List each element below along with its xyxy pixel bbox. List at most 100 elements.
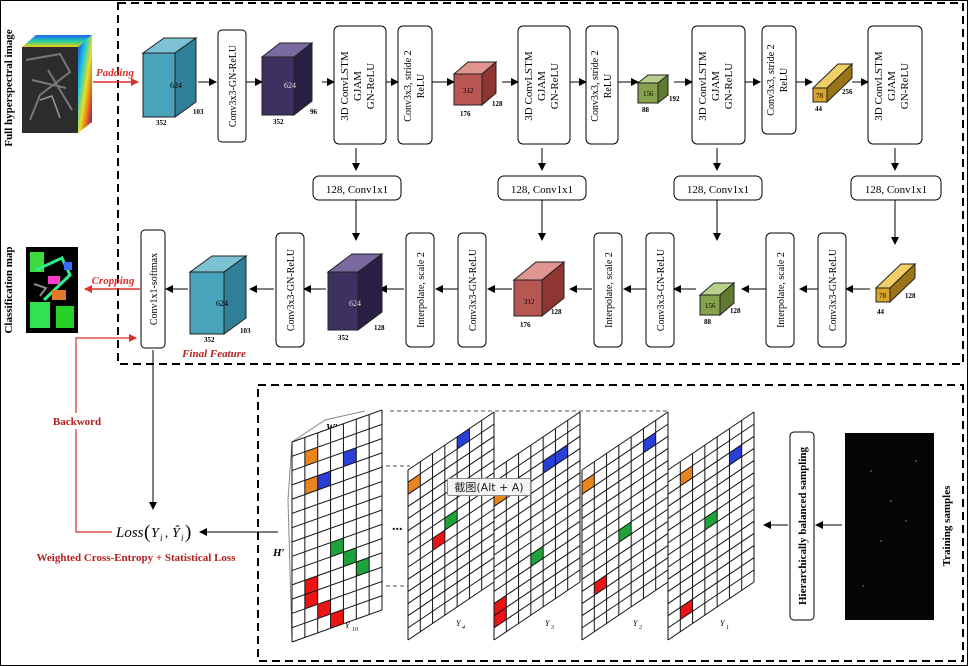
- encoder-cube-3: [452, 60, 498, 107]
- encoder-cube-2: [260, 41, 314, 117]
- labeled-cell: [304, 447, 318, 466]
- decoder-interp-c: [405, 232, 435, 348]
- labeled-cell: [330, 609, 344, 629]
- sampling-label: Hierarchically balanced sampling: [797, 446, 809, 605]
- sampling-dashed-frame: [257, 384, 964, 662]
- dec-cube1-width: 352: [204, 336, 215, 344]
- enc-lstm3-l0: 3D ConvLSTM: [697, 51, 709, 121]
- decoder-cube-2: [326, 253, 384, 331]
- dec-cube5-width: 44: [877, 308, 885, 316]
- padding-label: Padding: [96, 67, 134, 79]
- encoder-downsample-2: [585, 25, 619, 145]
- enc-lstm4-l0: 3D ConvLSTM: [873, 51, 885, 121]
- labeled-cell: [680, 465, 693, 486]
- dec-interp-a-label: Interpolate, scale 2: [776, 252, 787, 328]
- decoder-interp-a: [765, 232, 795, 348]
- backward-label: Backword: [53, 416, 101, 428]
- dec-conv-c-label: Conv3x3-GN-ReLU: [468, 248, 479, 331]
- encoder-convlstm-4: [867, 25, 923, 145]
- softmax-box: [140, 229, 166, 349]
- dec-conv-a-label: Conv3x3-GN-ReLU: [828, 248, 839, 331]
- label-grid: [667, 411, 755, 641]
- decoder-interp-b: [593, 232, 623, 348]
- final-feature-label: Final Feature: [181, 348, 246, 360]
- dec-cube3-side: 312: [524, 298, 535, 306]
- enc-cube4-side: 156: [643, 90, 654, 98]
- svg-text:Loss: Loss: [115, 525, 144, 541]
- grid-label-1: Y: [720, 619, 726, 628]
- enc-conv-label: Conv3x3-GN-ReLU: [228, 44, 239, 127]
- training-samples-label: Training samples: [941, 485, 953, 567]
- grid-sub-4: 4: [462, 624, 465, 631]
- enc-cube5-width: 44: [815, 105, 823, 113]
- skip-label-3: 128, Conv1x1: [687, 184, 749, 196]
- enc-cube2-width: 352: [273, 118, 284, 126]
- enc-cube5-depth: 256: [842, 88, 853, 96]
- enc-cube3-width: 176: [460, 110, 471, 118]
- label-grid: [493, 411, 581, 641]
- dec-cube4-depth: 128: [730, 307, 741, 315]
- enc-down1-l0: Conv3x3, stride 2: [403, 50, 414, 121]
- h-bracket: [287, 441, 293, 641]
- network-dashed-frame: [117, 2, 964, 365]
- labeled-cell: [680, 599, 693, 620]
- dec-cube3-depth: 128: [551, 308, 562, 316]
- hyperspectral-image: [22, 35, 92, 133]
- enc-lstm1-l2: GN-ReLU: [365, 63, 377, 109]
- grid-sub-2: 2: [639, 625, 642, 631]
- input-title: Full hyperspectral image: [3, 29, 15, 146]
- decoder-conv-c: [457, 232, 487, 348]
- encoder-cube-1: [141, 37, 198, 118]
- labeled-cell: [494, 607, 507, 628]
- enc-cube2-depth: 96: [310, 108, 318, 116]
- decoder-conv-d: [275, 232, 305, 348]
- dec-cube2-depth: 128: [374, 324, 385, 332]
- enc-cube3-side: 312: [463, 87, 474, 95]
- dec-cube1-side: 624: [216, 299, 228, 308]
- labeled-cell: [704, 509, 718, 531]
- decoder-cube-1: [188, 255, 248, 335]
- training-samples-image: [845, 433, 934, 620]
- grid-ellipsis: ...: [392, 519, 403, 534]
- dec-cube1-depth: 103: [240, 327, 251, 335]
- grid-sub-1: 1: [726, 625, 729, 631]
- enc-cube1-width: 352: [156, 119, 167, 127]
- label-grids: [291, 409, 755, 643]
- labeled-cell: [432, 530, 445, 551]
- labeled-cell: [317, 471, 331, 490]
- loss-caption: Weighted Cross-Entropy + Statistical Los…: [37, 552, 237, 564]
- svg-text:(: (: [144, 522, 150, 543]
- decoder-conv-b: [645, 232, 675, 348]
- dec-interp-b-label: Interpolate, scale 2: [604, 252, 615, 328]
- labeled-cell: [304, 575, 318, 595]
- enc-cube1-side: 624: [170, 81, 182, 90]
- classification-map: [26, 247, 78, 333]
- enc-cube2-side: 624: [284, 81, 296, 90]
- enc-cube4-depth: 192: [669, 95, 680, 103]
- svg-text:Y: Y: [151, 526, 161, 541]
- h-label: H′: [272, 547, 285, 559]
- enc-down1-l1: ReLU: [416, 73, 427, 98]
- enc-cube4-width: 88: [642, 106, 650, 114]
- encoder-cube-4: [636, 73, 670, 105]
- encoder-convlstm-3: [691, 25, 746, 145]
- encoder-conv-box: [217, 29, 247, 143]
- enc-down3-l0: Conv3x3, stride 2: [766, 44, 777, 115]
- skip-box-1: [312, 175, 402, 201]
- grid-sub-3: 3: [550, 625, 554, 631]
- labeled-cell: [444, 509, 458, 531]
- output-title: Classification map: [3, 246, 15, 333]
- enc-down2-l1: ReLU: [603, 73, 614, 98]
- cropping-label: Cropping: [92, 275, 135, 287]
- loss-formula: Loss ( Y i , Ŷ i ): [115, 522, 191, 543]
- encoder-cube-5: [811, 62, 854, 104]
- labeled-cell: [555, 444, 568, 465]
- dec-interp-c-label: Interpolate, scale 2: [416, 252, 427, 328]
- enc-lstm4-l1: GJAM: [886, 71, 898, 101]
- label-grid: [407, 411, 495, 641]
- grid-label-3: Y: [545, 619, 551, 628]
- dec-cube3-width: 176: [520, 321, 531, 329]
- enc-down2-l0: Conv3x3, stride 2: [590, 50, 601, 121]
